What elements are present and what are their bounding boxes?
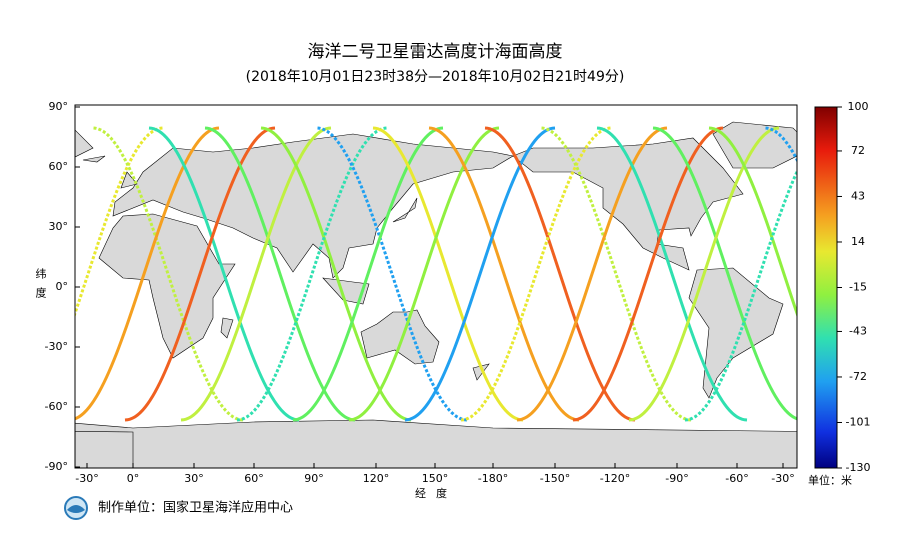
ground-track — [764, 126, 797, 163]
ground-track — [372, 126, 524, 422]
ground-track — [292, 126, 444, 422]
colorbar — [814, 106, 838, 469]
ground-track — [652, 126, 797, 421]
landmass — [0, 138, 23, 270]
landmass — [220, 317, 234, 339]
unit-label: 单位：米 — [808, 473, 852, 487]
y-tick-label: 30° — [49, 220, 69, 233]
subtitle: (2018年10月01日23时38分—2018年10月02日21时49分) — [246, 69, 625, 85]
y-tick-label: 90° — [49, 100, 69, 113]
x-axis-label: 经度 — [415, 486, 457, 500]
landmass — [0, 268, 63, 398]
ground-track — [540, 126, 692, 422]
colorbar-tick-label: 14 — [851, 235, 865, 248]
colorbar-tick-label: -130 — [846, 461, 871, 474]
x-tick-label: -30° — [771, 472, 794, 485]
ground-track — [348, 126, 500, 422]
x-tick-label: 60° — [244, 472, 264, 485]
x-tick-label: 0° — [127, 472, 140, 485]
colorbar-tick-label: 100 — [848, 100, 869, 113]
colorbar-tick-label: -101 — [846, 415, 871, 428]
colorbar-tick-label: -43 — [849, 324, 867, 337]
ground-track — [684, 168, 797, 422]
landmass — [98, 213, 236, 359]
landmass — [75, 419, 797, 468]
x-tick-label: -150° — [540, 472, 570, 485]
x-tick-label: -120° — [600, 472, 630, 485]
ground-track — [75, 126, 164, 318]
ground-track — [75, 126, 220, 421]
x-tick-label: -90° — [665, 472, 688, 485]
ground-track — [236, 126, 388, 422]
ground-track — [516, 126, 668, 422]
colorbar-tick-label: 43 — [851, 189, 865, 202]
tracks — [75, 126, 797, 422]
ground-track — [204, 126, 356, 422]
footer: 制作单位：国家卫星海洋应用中心 — [98, 500, 293, 516]
ground-track — [180, 126, 332, 422]
y-tick-label: 60° — [49, 160, 69, 173]
ground-track — [460, 126, 612, 422]
ground-track — [404, 126, 556, 422]
landmass — [120, 171, 138, 189]
x-tick-label: 150° — [422, 472, 449, 485]
y-tick-label: -90° — [45, 460, 68, 473]
ground-track — [628, 126, 780, 422]
landmass — [688, 267, 784, 399]
y-tick-label: -30° — [45, 340, 68, 353]
x-tick-label: 90° — [304, 472, 324, 485]
x-tick-label: -180° — [478, 472, 508, 485]
colorbar-tick-label: -72 — [849, 370, 867, 383]
ground-track — [124, 126, 276, 422]
landmass — [82, 155, 106, 163]
colorbar-tick-label: -15 — [849, 281, 867, 294]
y-tick-label: 0° — [56, 280, 69, 293]
landmass — [322, 277, 370, 305]
ground-track — [596, 126, 748, 422]
title: 海洋二号卫星雷达高度计海面高度 — [308, 42, 563, 62]
landmass — [75, 431, 134, 468]
ground-track — [428, 126, 580, 422]
ground-track — [260, 126, 412, 422]
ground-track — [484, 126, 636, 422]
x-tick-label: 30° — [184, 472, 204, 485]
logo — [64, 496, 88, 520]
colorbar-tick-label: 72 — [851, 144, 865, 157]
ground-track — [316, 126, 468, 422]
landmass — [392, 197, 418, 223]
x-tick-label: 120° — [363, 472, 390, 485]
y-axis-label: 纬度 — [34, 268, 47, 306]
ground-track — [148, 126, 300, 422]
x-tick-label: -30° — [75, 472, 98, 485]
landmass — [75, 129, 94, 158]
y-tick-label: -60° — [45, 400, 68, 413]
ground-track — [708, 126, 797, 318]
x-tick-label: -60° — [725, 472, 748, 485]
ground-track — [572, 126, 724, 422]
ground-track — [92, 126, 244, 422]
